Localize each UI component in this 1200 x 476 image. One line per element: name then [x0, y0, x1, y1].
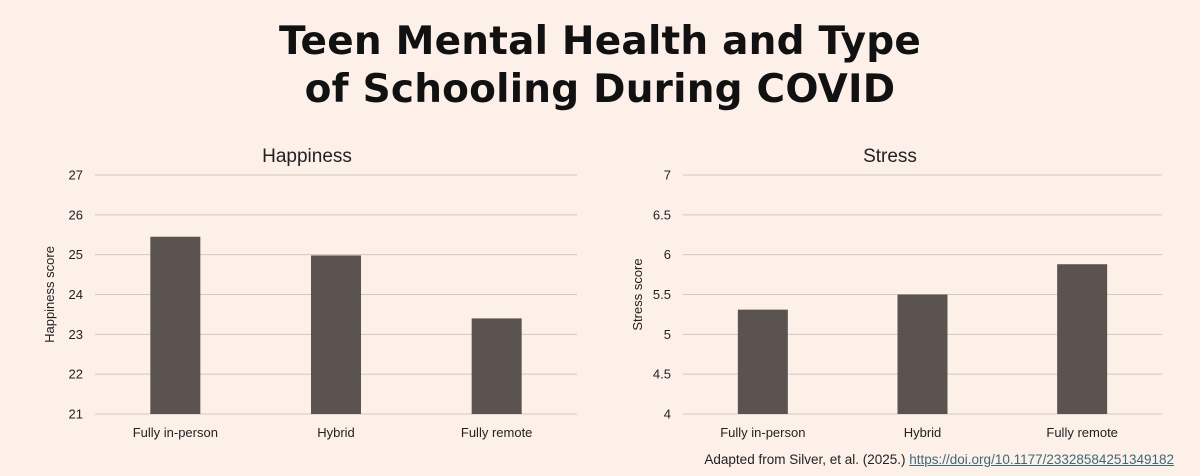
x-category-label: Fully remote [1046, 425, 1118, 440]
bar-fully-remote [471, 318, 522, 414]
y-tick-label: 23 [69, 327, 83, 342]
y-axis-label: Stress score [630, 258, 645, 330]
title-line-2: of Schooling During COVID [304, 67, 896, 112]
bar-fully-in-person [737, 309, 788, 414]
y-tick-label: 6 [664, 247, 671, 262]
title-line-1: Teen Mental Health and Type [278, 19, 922, 64]
bar-hybrid [311, 255, 361, 414]
stress-chart: Stress 4 4.5 5 5.5 6 6.5 7 Stress score Fully in-… [630, 146, 1162, 440]
x-category-label: Hybrid [317, 425, 355, 440]
chart-title: Stress [863, 146, 917, 167]
source-text: Adapted from Silver, et al. (2025.) [704, 452, 910, 467]
x-category-label: Fully remote [461, 425, 533, 440]
source-link[interactable]: https://doi.org/10.1177/2332858425134918… [909, 452, 1174, 467]
y-tick-label: 25 [69, 247, 83, 262]
x-category-label: Hybrid [904, 425, 942, 440]
y-tick-label: 21 [69, 407, 83, 422]
y-tick-label: 22 [69, 367, 83, 382]
y-tick-label: 5 [664, 327, 671, 342]
y-tick-label: 6.5 [653, 207, 671, 222]
y-tick-label: 4.5 [653, 367, 671, 382]
y-tick-label: 26 [69, 207, 83, 222]
bar-fully-remote [1057, 264, 1108, 414]
source-citation: Adapted from Silver, et al. (2025.) http… [704, 452, 1174, 467]
page-title: Teen Mental Health and Type of Schooling… [0, 18, 1200, 114]
y-tick-label: 24 [69, 287, 83, 302]
x-category-label: Fully in-person [720, 425, 805, 440]
y-tick-label: 7 [664, 168, 671, 183]
y-axis-label: Happiness score [42, 246, 57, 343]
bar-hybrid [897, 294, 948, 414]
chart-title: Happiness [262, 146, 352, 167]
y-tick-label: 27 [69, 168, 83, 183]
y-tick-label: 4 [664, 407, 671, 422]
happiness-chart: Happiness 21 22 23 24 25 26 27 Happiness score Fu… [42, 146, 577, 440]
bar-fully-in-person [150, 236, 201, 414]
x-category-label: Fully in-person [133, 425, 218, 440]
y-tick-label: 5.5 [653, 287, 671, 302]
